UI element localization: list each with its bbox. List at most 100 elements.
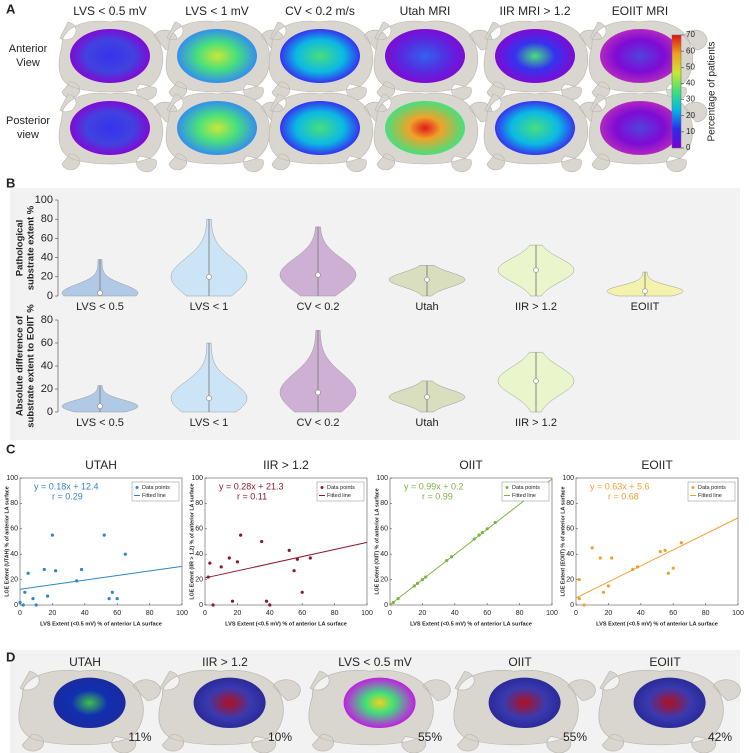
x-tick-label: 20 <box>49 610 57 617</box>
x-tick-label: LVS < 0.5 <box>76 301 124 313</box>
data-point <box>577 597 581 601</box>
legend-label: Fitted line <box>512 493 536 499</box>
data-point <box>606 584 611 588</box>
y-tick-label: 60 <box>195 526 203 533</box>
y-tick-label: 80 <box>195 500 203 507</box>
x-tick-label: Utah <box>415 301 438 313</box>
legend-label: Fitted line <box>142 493 166 499</box>
colorbar-tick-label: 0 <box>686 143 691 152</box>
map-title: OIIT <box>508 655 532 669</box>
violin-median <box>315 389 321 396</box>
data-point <box>658 550 662 554</box>
atrium-overlay <box>385 101 465 155</box>
colorbar-tick-label: 20 <box>686 111 695 120</box>
legend-label: Data points <box>512 485 540 491</box>
legend-box <box>501 481 550 502</box>
atrium-map <box>58 20 178 101</box>
map-percentage: 42% <box>708 730 732 744</box>
map-percentage: 10% <box>268 730 292 744</box>
column-title: Utah MRI <box>400 4 451 18</box>
x-tick-label: LVS < 1 <box>190 301 229 313</box>
data-point <box>666 571 670 575</box>
chart-title: UTAH <box>85 458 117 472</box>
x-tick-label: 100 <box>546 610 558 617</box>
panel-label: C <box>6 441 16 456</box>
row-label: view <box>17 129 39 141</box>
atrium-overlay <box>495 29 575 83</box>
data-point <box>590 546 594 550</box>
y-tick-label: 20 <box>195 576 203 583</box>
atrium-map <box>598 669 741 753</box>
x-tick-label: 0 <box>203 610 207 617</box>
legend-marker <box>691 486 695 489</box>
y-tick-label: 80 <box>380 500 388 507</box>
fit-annotation: y = 0.63x + 5.6 <box>590 481 650 491</box>
map-percentage: 11% <box>128 730 151 744</box>
data-point <box>50 533 55 537</box>
x-tick-label: 60 <box>298 610 306 617</box>
atrium-map <box>158 669 301 753</box>
x-tick-label: 60 <box>669 610 677 617</box>
data-point <box>115 597 119 601</box>
x-tick-label: 80 <box>702 610 710 617</box>
data-point <box>235 560 239 564</box>
x-tick-label: 40 <box>637 610 645 617</box>
x-tick-label: 100 <box>732 610 744 617</box>
atrium-overlay <box>70 29 150 83</box>
violin-median <box>206 273 212 280</box>
panel-b-background <box>10 188 740 440</box>
legend-label: Fitted line <box>327 493 351 499</box>
legend-label: Data points <box>142 485 170 491</box>
y-axis-label: LGE Extent (OIIT) % of anterior LA surfa… <box>374 488 380 594</box>
data-point <box>219 565 223 569</box>
fit-annotation: r = 0.11 <box>237 491 267 501</box>
y-tick-label: 20 <box>41 271 53 283</box>
data-point <box>211 603 215 607</box>
y-axis-label: Pathological <box>15 220 26 276</box>
data-point <box>230 599 235 603</box>
x-tick-label: 80 <box>516 610 524 617</box>
data-point <box>54 569 58 573</box>
legend-marker <box>320 486 324 489</box>
atrium-map <box>18 669 161 753</box>
atrium-overlay <box>600 101 680 155</box>
y-axis-label: LGE Extent (UTAH) % of anterior LA surfa… <box>4 486 10 596</box>
x-tick-label: 20 <box>234 610 242 617</box>
data-point <box>18 600 22 605</box>
x-tick-label: CV < 0.2 <box>296 301 339 313</box>
data-point <box>671 566 675 570</box>
y-tick-label: 0 <box>47 406 53 418</box>
x-axis-label: LVS Extent (<0.5 mV) % of anterior LA su… <box>596 621 718 627</box>
x-axis-label: LVS Extent (<0.5 mV) % of anterior LA su… <box>410 621 532 627</box>
panel-label: B <box>6 175 15 190</box>
colorbar <box>671 34 682 149</box>
column-title: LVS < 0.5 mV <box>73 4 146 18</box>
atrium-overlay <box>495 101 575 155</box>
column-title: EOIIT MRI <box>612 4 668 18</box>
data-point <box>206 575 210 579</box>
y-tick-label: 80 <box>41 213 53 225</box>
x-tick-label: IIR > 1.2 <box>515 417 557 429</box>
data-point <box>485 527 489 531</box>
data-point <box>75 579 79 583</box>
y-tick-label: 60 <box>566 526 574 533</box>
y-tick-label: 100 <box>35 194 53 206</box>
data-point <box>415 581 420 586</box>
y-tick-label: 60 <box>380 526 388 533</box>
atrium-map <box>373 20 493 101</box>
chart-title: IIR > 1.2 <box>263 458 309 472</box>
fit-annotation: y = 0.18x + 12.4 <box>34 481 99 491</box>
row-label: Anterior <box>9 43 48 55</box>
atrium-overlay <box>280 101 360 155</box>
data-point <box>601 590 606 594</box>
y-tick-label: 60 <box>41 232 53 244</box>
column-title: CV < 0.2 m/s <box>285 4 355 18</box>
panel-label: D <box>6 649 15 664</box>
data-point <box>472 537 476 541</box>
y-tick-label: 0 <box>14 602 18 609</box>
y-tick-label: 80 <box>566 500 574 507</box>
y-tick-label: 40 <box>41 360 53 372</box>
y-tick-label: 60 <box>10 526 18 533</box>
y-axis-label: substrate extent to EOIIT % <box>26 304 37 428</box>
legend-label: Data points <box>698 485 726 491</box>
